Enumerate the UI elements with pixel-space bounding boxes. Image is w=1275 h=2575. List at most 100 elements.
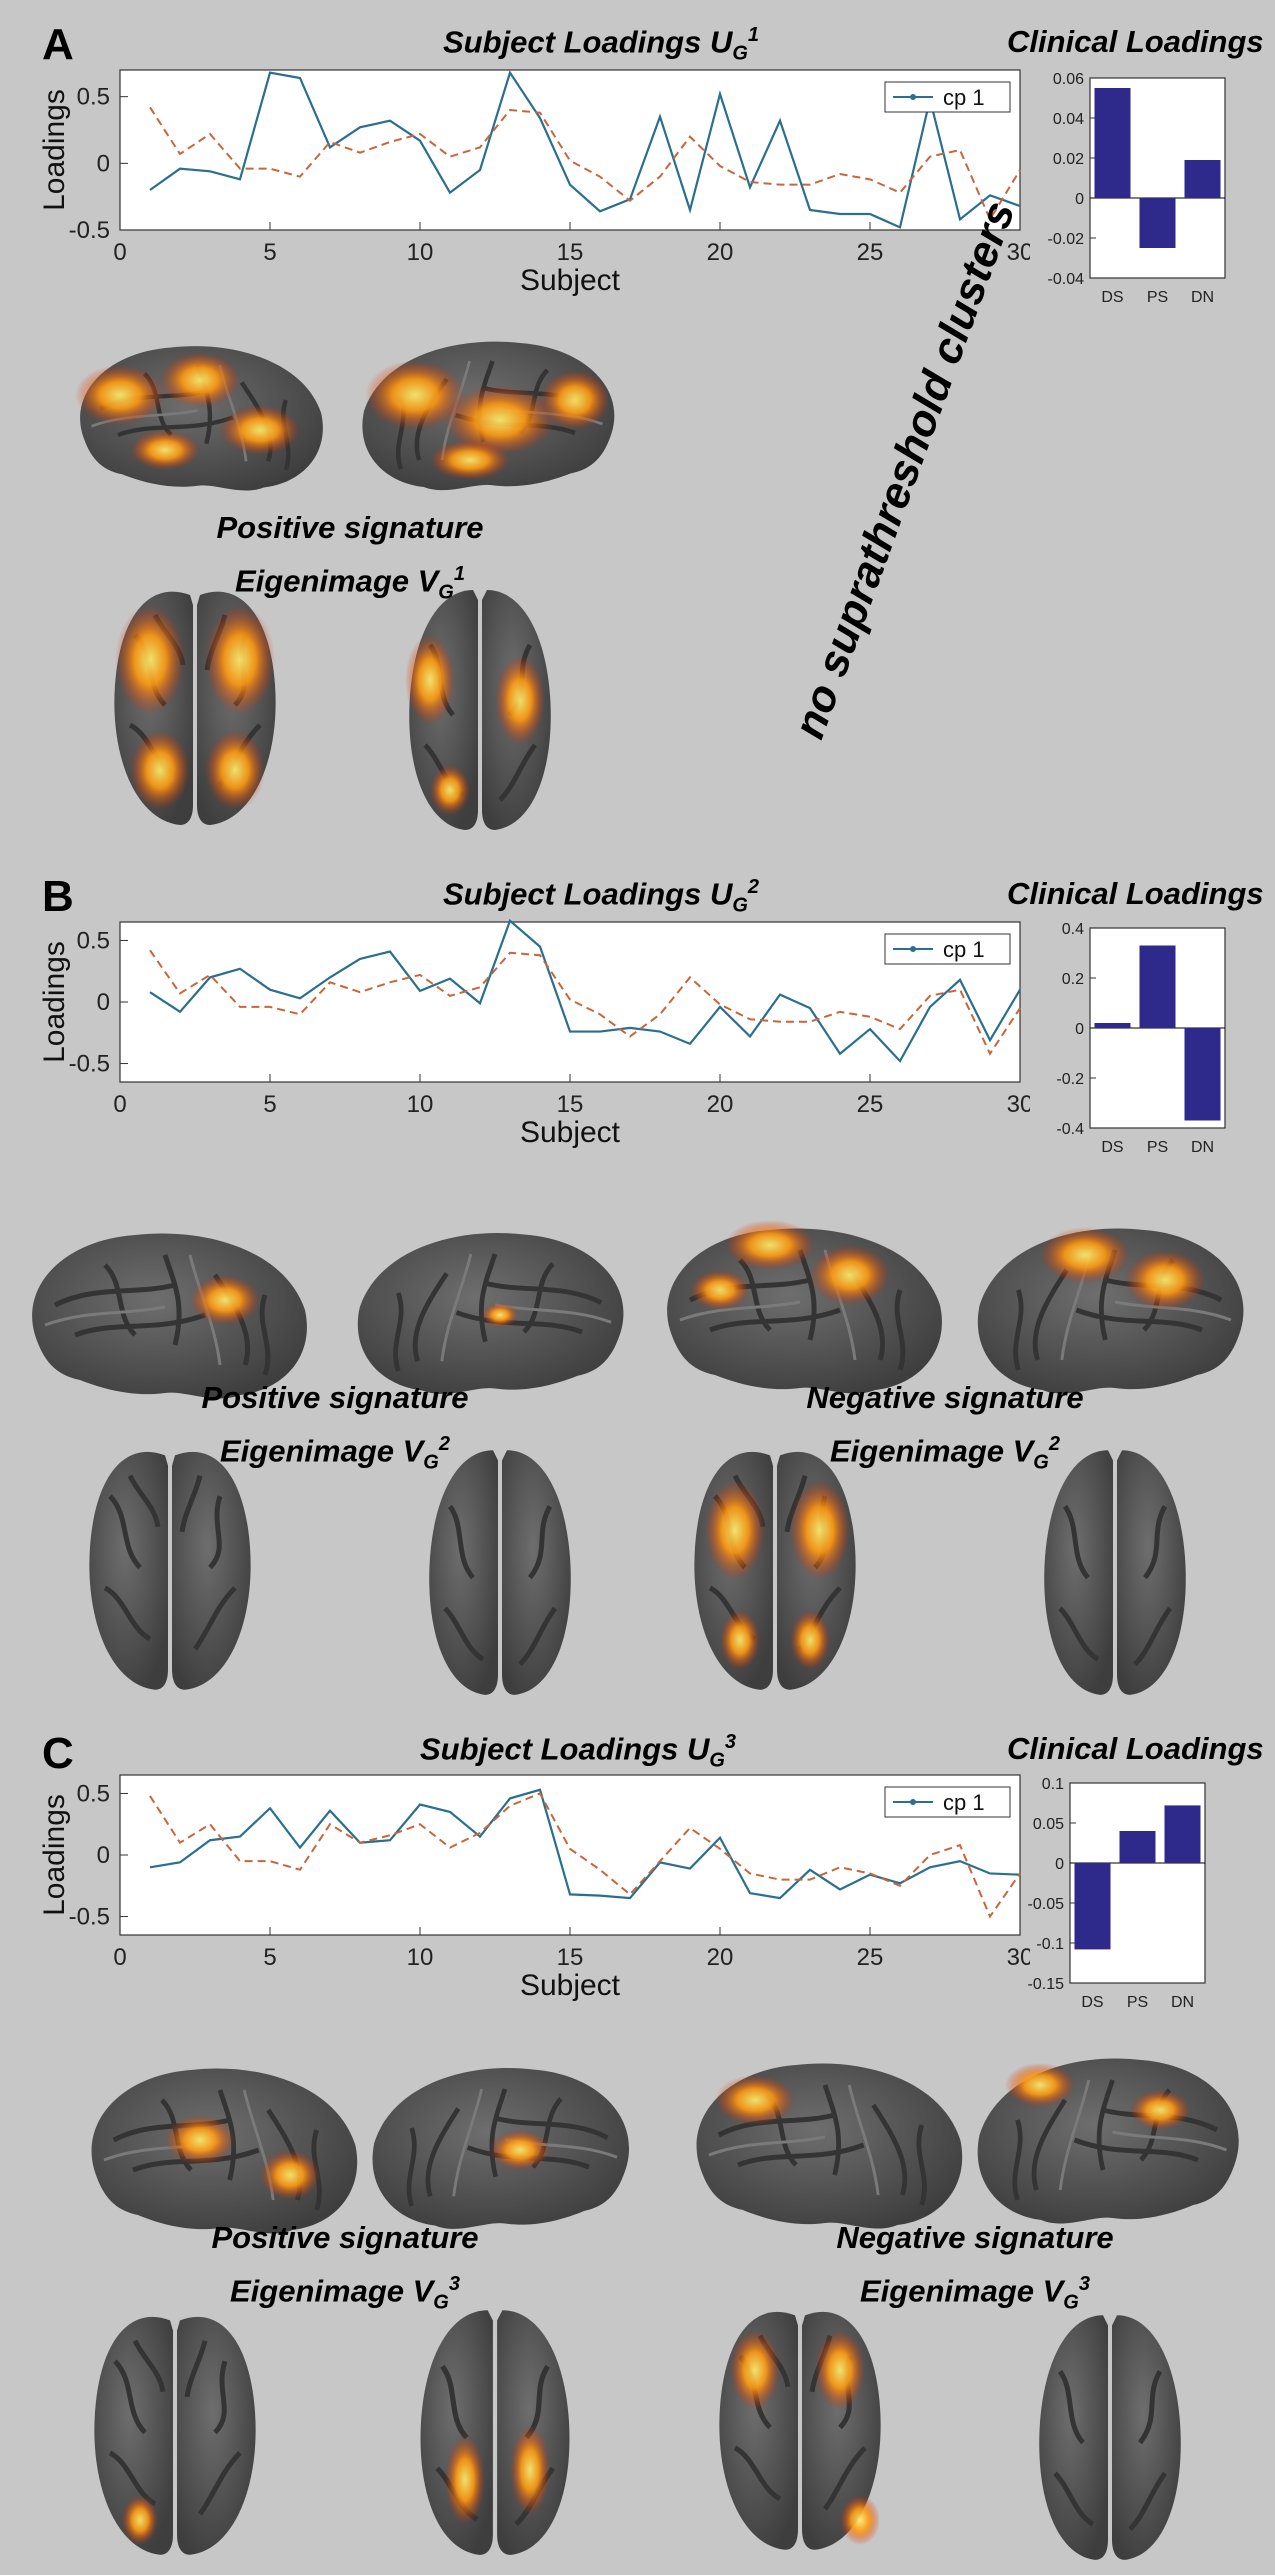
x-tick-label: 10 — [407, 1091, 434, 1118]
bar-dn — [1164, 1805, 1201, 1863]
legend-label: cp 1 — [943, 1790, 985, 1815]
negative-signature-label: Negative signature Eigenimage VG3 — [836, 2220, 1114, 2314]
bar-dn — [1184, 160, 1221, 198]
subject-loadings-title: Subject Loadings UG2 — [443, 876, 760, 917]
x-tick-label: 15 — [557, 1091, 584, 1118]
y-tick-label: 0.2 — [1062, 971, 1084, 988]
x-tick-label: 20 — [707, 1944, 734, 1971]
y-tick-label: 0 — [1075, 1021, 1084, 1038]
x-tick-label: 30 — [1007, 239, 1030, 266]
category-label: PS — [1127, 1994, 1148, 2011]
legend-label: cp 1 — [943, 937, 985, 962]
clinical-loadings-title: Clinical Loadings — [1007, 24, 1264, 59]
x-tick-label: 25 — [857, 1091, 884, 1118]
y-tick-label: 0 — [97, 989, 110, 1016]
y-tick-label: 0.4 — [1062, 921, 1084, 938]
x-tick-label: 25 — [857, 239, 884, 266]
y-tick-label: -0.02 — [1048, 231, 1085, 248]
panel-label: C — [42, 1729, 74, 1778]
panel-b: B Subject Loadings UG2 Clinical Loadings… — [0, 860, 1275, 1705]
positive-signature-label: Positive signature Eigenimage VG3 — [211, 2220, 479, 2314]
y-tick-label: 0.04 — [1053, 111, 1084, 128]
bar-dn — [1184, 1028, 1221, 1121]
category-label: DS — [1101, 289, 1123, 306]
category-label: PS — [1147, 1139, 1168, 1156]
x-axis-label: Subject — [520, 264, 621, 297]
x-tick-label: 30 — [1007, 1091, 1030, 1118]
bar-ps — [1119, 1831, 1156, 1863]
legend-marker — [910, 1799, 916, 1805]
panel-label: A — [42, 20, 74, 69]
x-tick-label: 5 — [263, 1091, 276, 1118]
y-tick-label: 0.5 — [77, 1780, 110, 1807]
clinical-loadings-chart: 0.1 0.05 0 -0.05 -0.1 -0.15 DS PS DN — [1028, 1776, 1206, 2011]
y-tick-label: -0.04 — [1048, 271, 1085, 288]
x-tick-label: 30 — [1007, 1944, 1030, 1971]
category-label: PS — [1147, 289, 1168, 306]
y-tick-label: -0.1 — [1036, 1936, 1064, 1953]
y-tick-label: -0.15 — [1028, 1976, 1065, 1993]
x-axis-label: Subject — [520, 1969, 621, 2002]
category-label: DN — [1191, 1139, 1214, 1156]
panel-c: C Subject Loadings UG3 Clinical Loadings… — [0, 1705, 1275, 2575]
y-axis-label: Loadings — [40, 1794, 71, 1916]
x-tick-label: 0 — [113, 239, 126, 266]
y-tick-label: -0.4 — [1056, 1121, 1084, 1138]
plot-area — [119, 69, 1021, 231]
bar-ps — [1139, 945, 1176, 1028]
y-axis-label: Loadings — [40, 941, 71, 1063]
panel-label: B — [42, 872, 74, 921]
legend-label: cp 1 — [943, 85, 985, 110]
plot-area — [119, 1774, 1021, 1936]
legend-marker — [910, 94, 916, 100]
bar-ds — [1094, 1023, 1131, 1028]
clinical-loadings-chart: 0.06 0.04 0.02 0 -0.02 -0.04 DS PS DN — [1048, 71, 1226, 306]
category-label: DS — [1101, 1139, 1123, 1156]
category-label: DN — [1191, 289, 1214, 306]
y-tick-label: 0.1 — [1042, 1776, 1064, 1793]
y-tick-label: -0.5 — [69, 217, 110, 244]
y-tick-label: -0.5 — [69, 1051, 110, 1078]
y-tick-label: 0 — [1075, 191, 1084, 208]
x-tick-label: 15 — [557, 239, 584, 266]
series-line-dashed — [149, 1792, 1021, 1919]
x-tick-label: 20 — [707, 239, 734, 266]
x-tick-label: 25 — [857, 1944, 884, 1971]
y-tick-label: -0.05 — [1028, 1896, 1065, 1913]
positive-signature-label: Positive signature Eigenimage VG2 — [201, 1380, 469, 1474]
series-line-cp1 — [149, 70, 1021, 229]
subject-loadings-title: Subject Loadings UG1 — [443, 24, 760, 65]
legend-marker — [910, 946, 916, 952]
panel-a: A Subject Loadings UG1 Clinical Loadings… — [0, 0, 1275, 860]
bar-ds — [1094, 88, 1131, 198]
bar-ds — [1074, 1863, 1111, 1950]
x-tick-label: 5 — [263, 239, 276, 266]
negative-signature-label: Negative signature Eigenimage VG2 — [806, 1380, 1084, 1474]
x-tick-label: 0 — [113, 1091, 126, 1118]
subject-loadings-title: Subject Loadings UG3 — [420, 1731, 737, 1772]
clinical-loadings-chart: 0.4 0.2 0 -0.2 -0.4 DS PS DN — [1056, 921, 1226, 1156]
clinical-loadings-title: Clinical Loadings — [1007, 876, 1264, 911]
y-tick-label: 0.5 — [77, 927, 110, 954]
x-tick-label: 10 — [407, 239, 434, 266]
y-tick-label: 0.02 — [1053, 151, 1084, 168]
bar-ps — [1139, 198, 1176, 248]
series-line-dashed — [149, 949, 1021, 1056]
series-line-cp1 — [149, 918, 1021, 1063]
positive-signature-label: Positive signature Eigenimage VG1 — [216, 510, 484, 604]
x-tick-label: 15 — [557, 1944, 584, 1971]
clinical-loadings-title: Clinical Loadings — [1007, 1731, 1264, 1766]
x-tick-label: 10 — [407, 1944, 434, 1971]
legend-box — [884, 933, 1011, 965]
y-tick-label: -0.5 — [69, 1904, 110, 1931]
y-tick-label: 0 — [97, 150, 110, 177]
series-line-dashed — [149, 106, 1021, 222]
x-tick-label: 20 — [707, 1091, 734, 1118]
y-axis-label: Loadings — [40, 89, 71, 211]
y-tick-label: 0.05 — [1033, 1816, 1064, 1833]
y-tick-label: 0.06 — [1053, 71, 1084, 88]
